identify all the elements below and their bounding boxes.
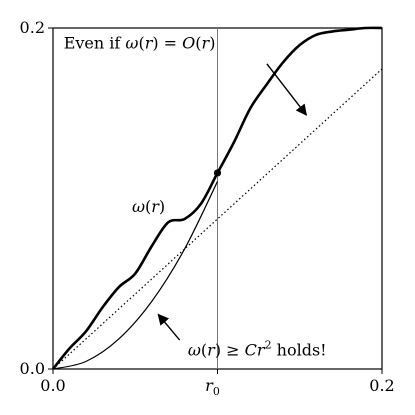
ticks-layer: 0.0 0.2 0.0 0.2 r0 — [20, 18, 395, 398]
y-tick-label-0: 0.0 — [20, 359, 45, 378]
arrow-top — [266, 63, 308, 116]
annotation-top: Even if ω(r) = O(r) — [64, 33, 216, 52]
x-tick-label-0: 0.0 — [40, 376, 65, 395]
annotation-bottom: ω(r) ≥ Cr2 holds! — [188, 338, 327, 359]
intersection-point — [213, 169, 222, 177]
x-tick-label-1: 0.2 — [369, 376, 394, 395]
arrow-bottom — [157, 313, 181, 341]
r0-tick-label: r0 — [205, 376, 220, 398]
y-tick-label-1: 0.2 — [20, 18, 45, 37]
series-thin-curve — [52, 181, 219, 370]
annotation-middle: ω(r) — [132, 197, 165, 216]
